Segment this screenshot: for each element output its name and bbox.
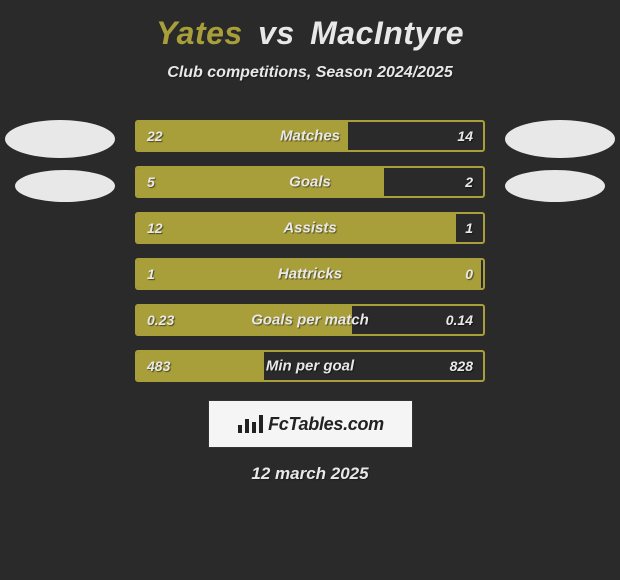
title: Yates vs MacIntyre — [156, 15, 464, 52]
stat-value-left: 0.23 — [147, 312, 174, 328]
stat-label: Goals — [289, 174, 331, 191]
stat-row: Goals 5 2 — [135, 166, 485, 198]
player1-name: Yates — [156, 15, 243, 51]
stat-value-right: 2 — [465, 174, 473, 190]
player1-avatar-placeholder — [5, 120, 115, 158]
stat-value-left: 483 — [147, 358, 170, 374]
stat-label: Goals per match — [251, 312, 369, 329]
subtitle: Club competitions, Season 2024/2025 — [167, 64, 452, 82]
stat-label: Min per goal — [266, 358, 354, 375]
stat-row: Goals per match 0.23 0.14 — [135, 304, 485, 336]
stat-value-left: 12 — [147, 220, 163, 236]
player2-name: MacIntyre — [310, 15, 464, 51]
content-area: Matches 22 14 Goals 5 2 Assists 12 1 Hattricks 1 0 G… — [0, 120, 620, 382]
brand-text: FcTables.com — [268, 414, 384, 435]
bar-right — [481, 260, 483, 288]
player2-avatar-placeholder — [505, 120, 615, 158]
player1-club-placeholder — [15, 170, 115, 202]
stat-label: Hattricks — [278, 266, 342, 283]
player2-club-placeholder — [505, 170, 605, 202]
stat-value-left: 1 — [147, 266, 155, 282]
stat-row: Matches 22 14 — [135, 120, 485, 152]
stat-label: Assists — [283, 220, 336, 237]
bars-icon — [236, 413, 264, 435]
stat-value-right: 0.14 — [446, 312, 473, 328]
stat-value-left: 5 — [147, 174, 155, 190]
bar-left — [137, 168, 384, 196]
stat-value-left: 22 — [147, 128, 163, 144]
stat-value-right: 1 — [465, 220, 473, 236]
comparison-card: Yates vs MacIntyre Club competitions, Se… — [0, 0, 620, 484]
stat-label: Matches — [280, 128, 340, 145]
vs-text: vs — [258, 15, 295, 51]
date-text: 12 march 2025 — [251, 464, 368, 484]
brand-logo-box: FcTables.com — [208, 400, 413, 448]
stats-bars: Matches 22 14 Goals 5 2 Assists 12 1 Hattricks 1 0 G… — [135, 120, 485, 382]
stat-row: Hattricks 1 0 — [135, 258, 485, 290]
stat-value-right: 14 — [457, 128, 473, 144]
stat-row: Min per goal 483 828 — [135, 350, 485, 382]
stat-value-right: 828 — [450, 358, 473, 374]
stat-value-right: 0 — [465, 266, 473, 282]
stat-row: Assists 12 1 — [135, 212, 485, 244]
